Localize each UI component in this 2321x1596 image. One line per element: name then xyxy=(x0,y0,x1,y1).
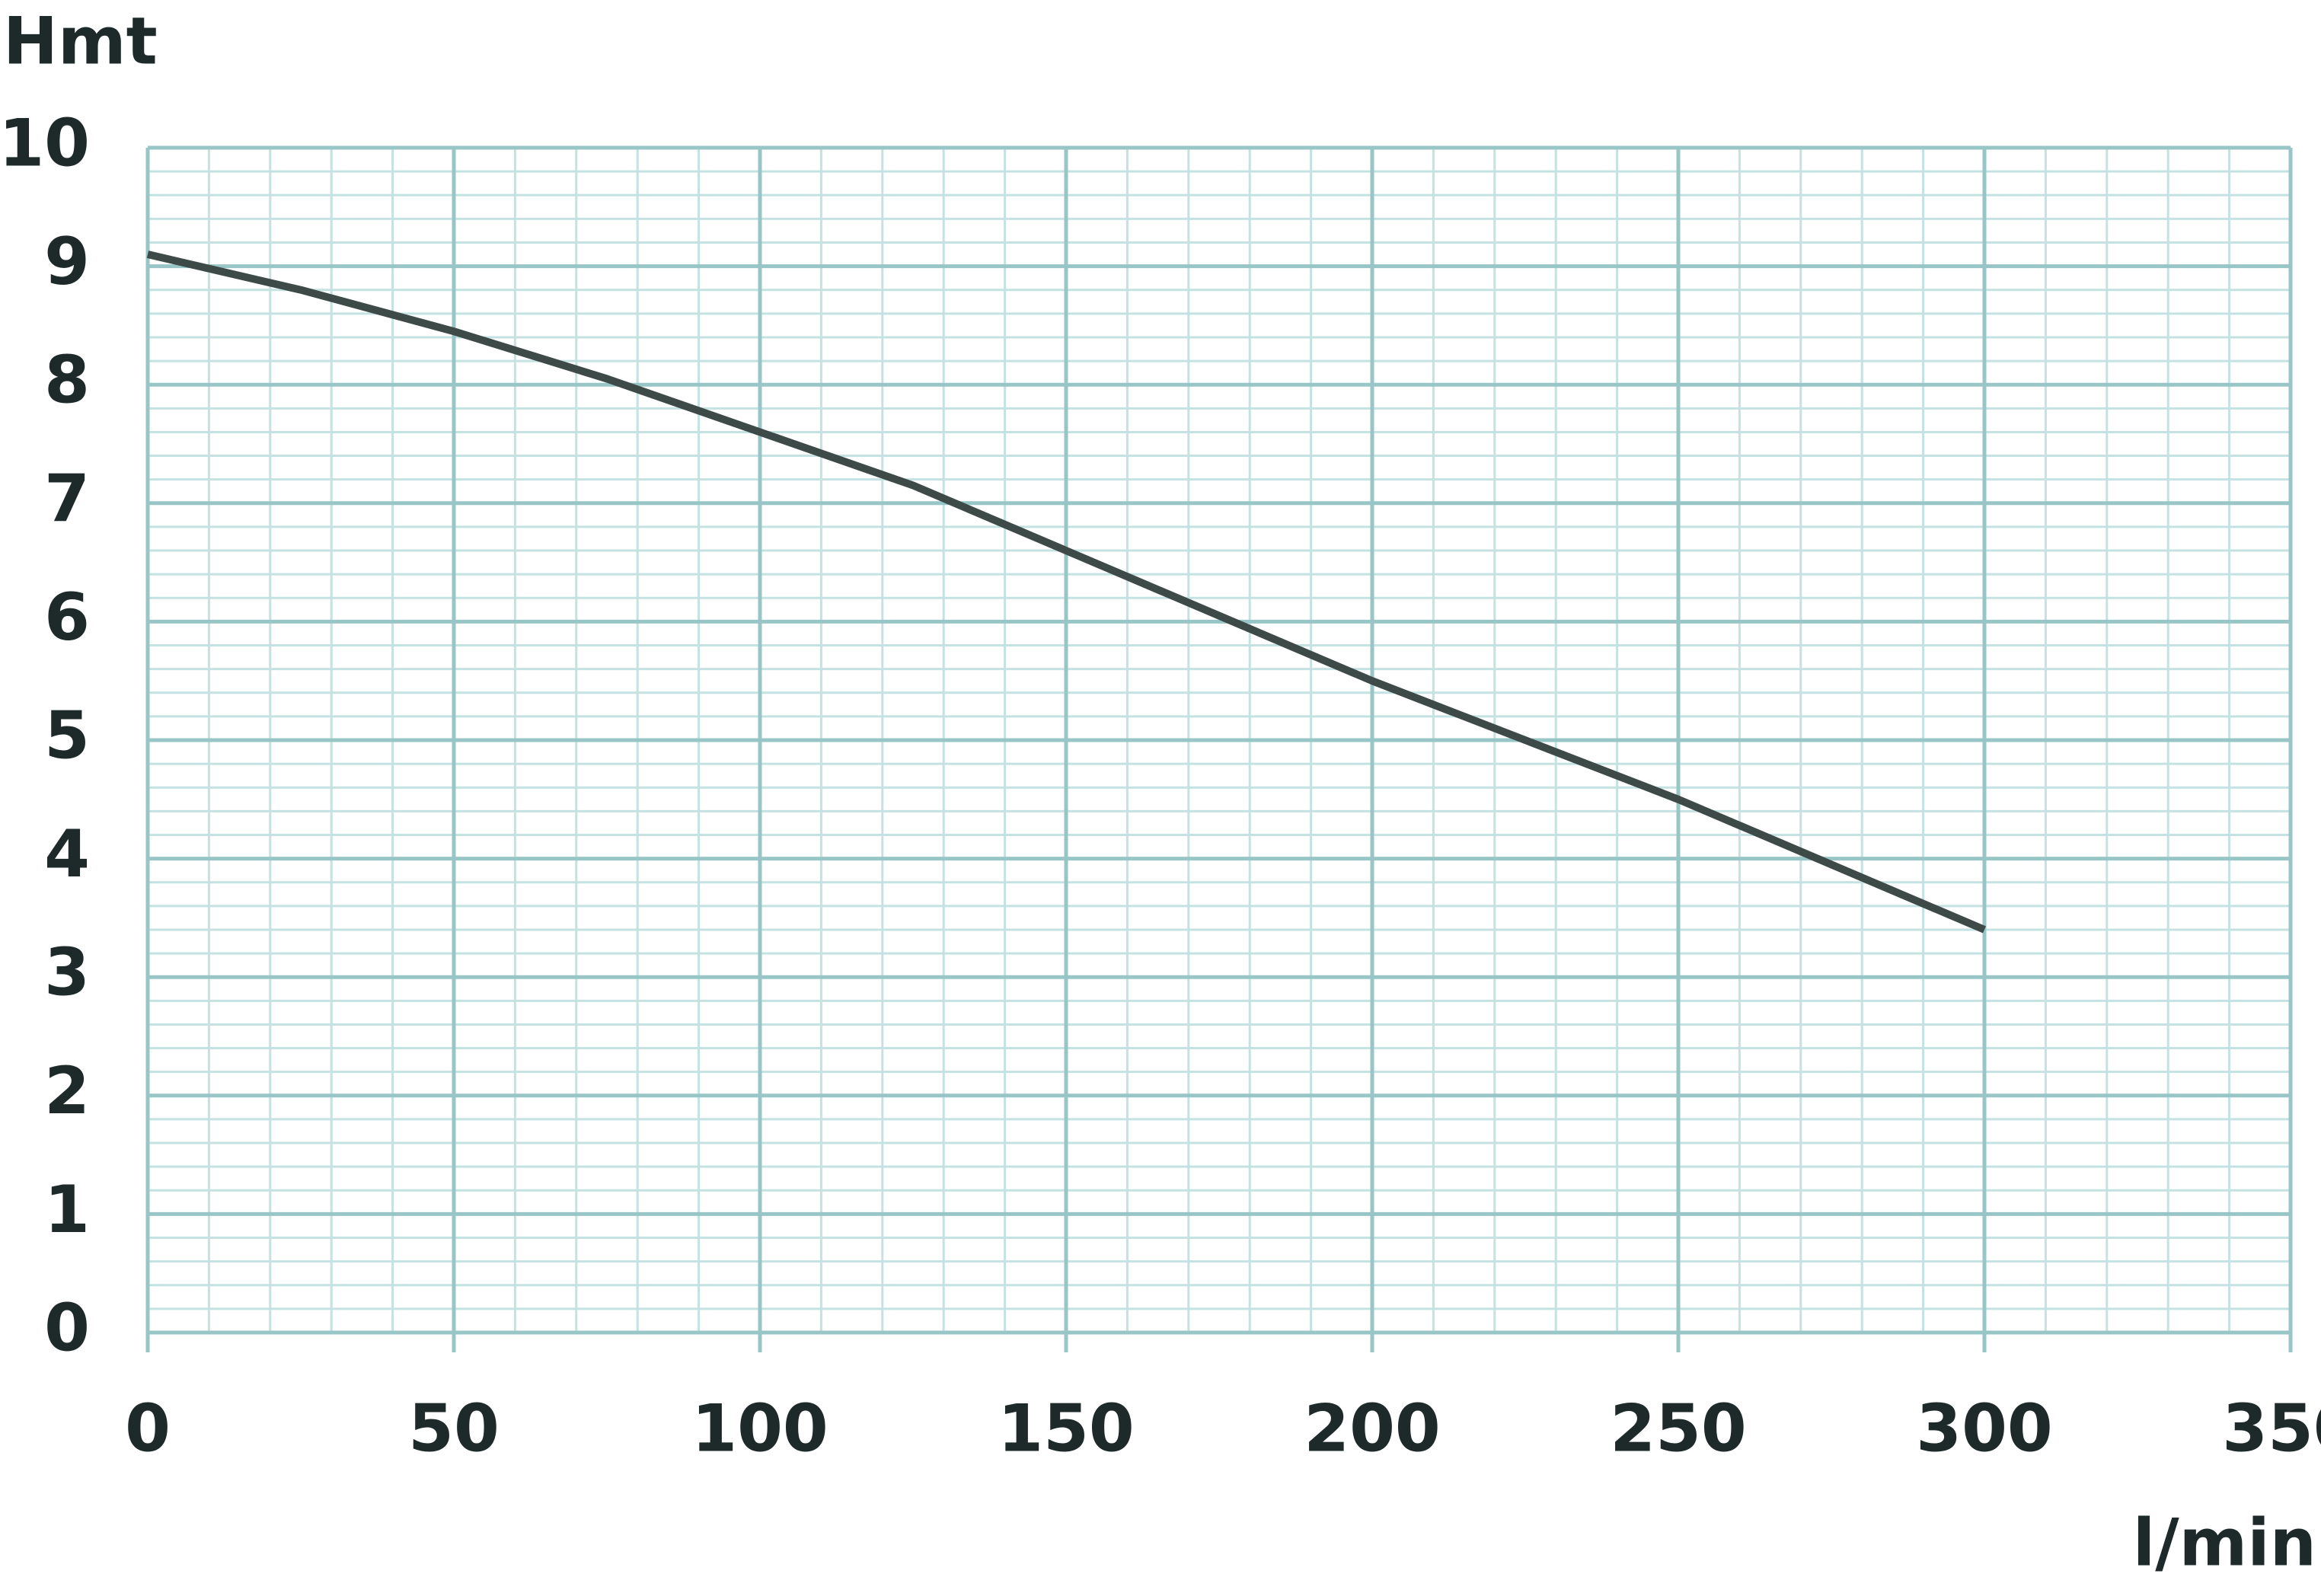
line-series xyxy=(146,251,1986,934)
x-tick-label: 300 xyxy=(1916,1390,2053,1467)
y-tick-label: 8 xyxy=(44,343,90,419)
y-tick-label: 5 xyxy=(44,697,90,774)
y-tick-label: 3 xyxy=(44,935,90,1011)
y-tick-label: 0 xyxy=(44,1290,90,1366)
y-tick-label: 9 xyxy=(44,224,90,300)
y-tick-label: 2 xyxy=(44,1053,90,1129)
x-tick-label: 100 xyxy=(691,1390,828,1467)
y-tick-label: 1 xyxy=(44,1172,90,1248)
y-tick-label: 6 xyxy=(44,579,90,656)
y-tick-label: 10 xyxy=(0,105,90,181)
y-tick-label: 4 xyxy=(44,816,90,892)
x-tick-label: 350 xyxy=(2222,1390,2321,1467)
x-tick-label: 50 xyxy=(408,1390,500,1467)
y-tick-label: 7 xyxy=(44,461,90,537)
x-tick-label: 150 xyxy=(998,1390,1135,1467)
x-tick-label: 250 xyxy=(1610,1390,1747,1467)
x-tick-label: 200 xyxy=(1304,1390,1441,1467)
y-axis-label: Hmt xyxy=(3,3,158,79)
x-tick-label: 0 xyxy=(125,1390,171,1467)
x-axis-label: l/min xyxy=(2133,1505,2316,1581)
